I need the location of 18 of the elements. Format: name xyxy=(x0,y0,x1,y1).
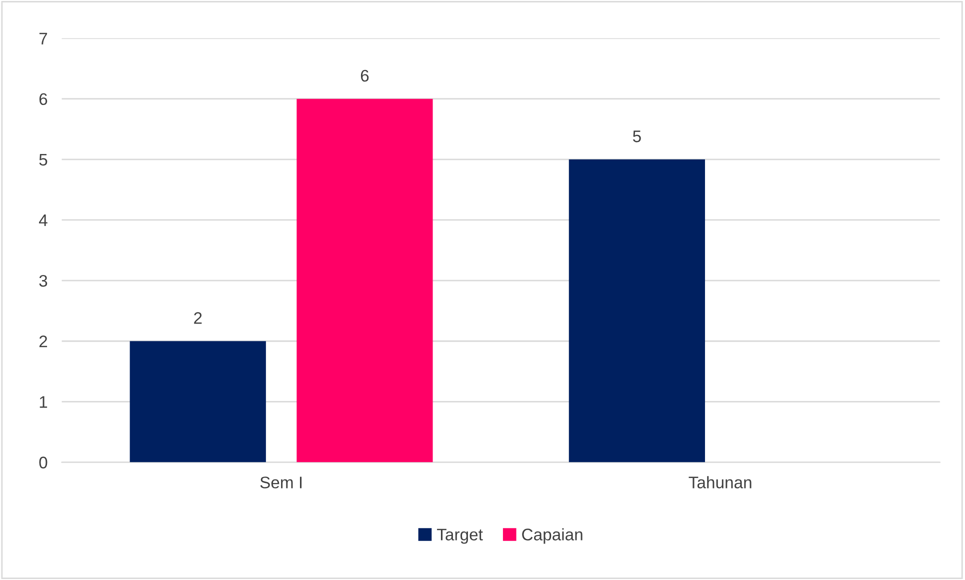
bar xyxy=(296,98,433,462)
legend-label: Target xyxy=(437,528,483,544)
bar xyxy=(130,341,266,462)
data-label: 2 xyxy=(194,312,202,324)
y-tick-label: 1 xyxy=(40,396,48,408)
bar xyxy=(568,159,706,462)
x-tick-label: Sem I xyxy=(260,476,302,488)
y-tick-label: 0 xyxy=(39,456,48,468)
data-label: 6 xyxy=(360,70,369,82)
y-tick-label: 6 xyxy=(39,93,48,106)
y-tick-label: 2 xyxy=(39,336,48,348)
legend-label: Capaian xyxy=(522,528,582,544)
y-tick-label: 4 xyxy=(38,214,48,226)
data-label: 5 xyxy=(632,130,641,142)
y-tick-label: 5 xyxy=(39,154,48,166)
y-tick-label: 3 xyxy=(39,274,48,287)
x-tick-label: Tahunan xyxy=(688,476,752,488)
y-tick-label: 7 xyxy=(39,32,48,44)
